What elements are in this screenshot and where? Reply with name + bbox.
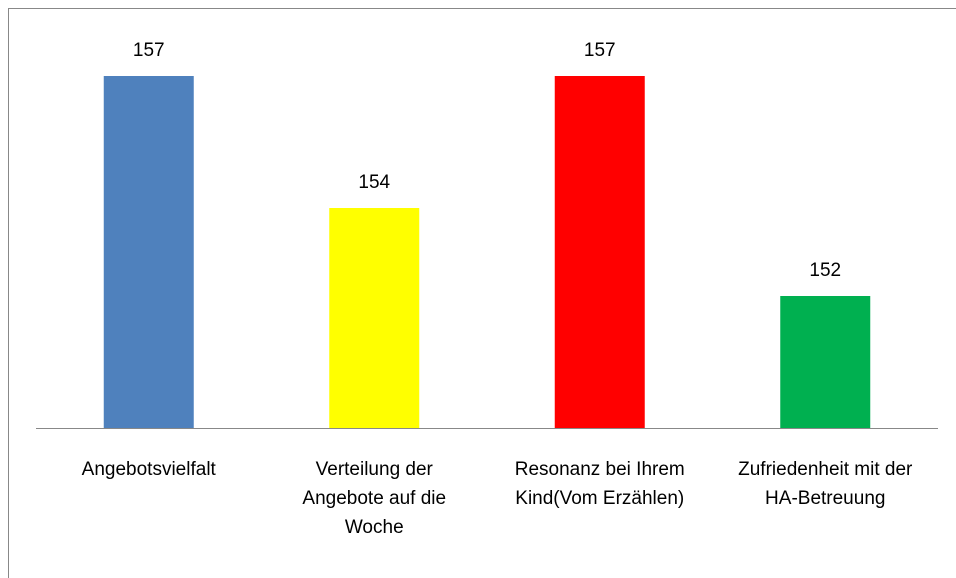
data-label: 154: [358, 172, 390, 193]
data-label: 157: [133, 40, 165, 61]
bar: [103, 76, 194, 428]
bar: [780, 296, 871, 428]
bar: [329, 208, 420, 428]
chart-frame: [8, 8, 956, 578]
x-tick-label: Resonanz bei Ihrem Kind(Vom Erzählen): [514, 459, 685, 509]
data-label: 152: [809, 260, 841, 281]
x-tick-label: Verteilung der Angebote auf die Woche: [302, 459, 447, 538]
bar: [554, 76, 645, 428]
data-label: 157: [584, 40, 616, 61]
x-tick-label: Zufriedenheit mit der HA-Betreuung: [738, 459, 913, 509]
x-tick-label: Angebotsvielfalt: [81, 459, 216, 480]
